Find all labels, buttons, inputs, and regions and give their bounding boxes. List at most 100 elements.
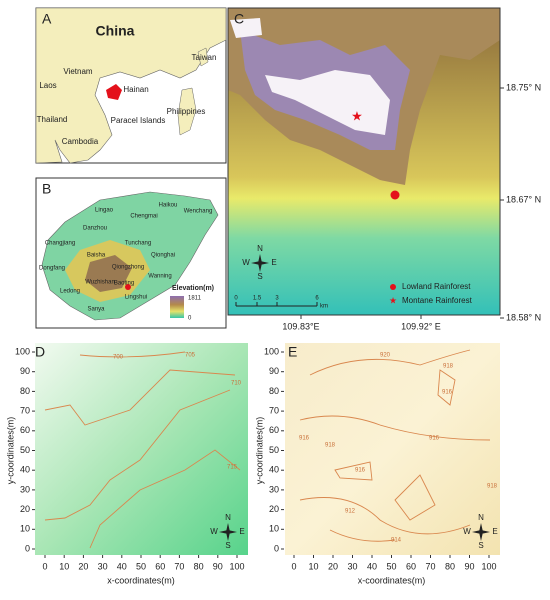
- x-tick-label: 20: [328, 561, 338, 571]
- compass-letter: N: [478, 513, 484, 522]
- site: [125, 284, 131, 290]
- x-tick-label: 60: [406, 561, 416, 571]
- contour-label: 920: [380, 353, 391, 359]
- lowland-site: [390, 190, 400, 200]
- x-axis-label: x-coordinates(m): [358, 575, 426, 585]
- legend-dot: [390, 284, 396, 290]
- x-tick-label: 0: [291, 561, 296, 571]
- x-tick-label: 30: [98, 561, 108, 571]
- place-label: Chengmai: [130, 214, 157, 220]
- contour-label: 916: [355, 468, 366, 474]
- place-label: Philippines: [167, 107, 206, 116]
- axes: 0 10 20 30 40 50 60 70 80 90 100 0 10 20 30 40 50 60 70 80 9…: [254, 346, 497, 585]
- y-tick-label: 20: [269, 504, 279, 514]
- compass-letter: E: [271, 258, 276, 267]
- x-tick-label: 50: [136, 561, 146, 571]
- x-tick-label: 30: [347, 561, 357, 571]
- x-tick-label: 90: [213, 561, 223, 571]
- y-tick-label: 50: [269, 445, 279, 455]
- contour-label: 916: [429, 436, 440, 442]
- panel-label: D: [35, 344, 45, 360]
- place-label: Lingshui: [125, 295, 147, 301]
- contour-label: 918: [325, 443, 336, 449]
- contour-label: 916: [442, 390, 453, 396]
- panel-label: E: [288, 344, 297, 360]
- scale-label: 0: [234, 296, 238, 302]
- place-label: Taiwan: [192, 53, 217, 62]
- x-tick-label: 80: [445, 561, 455, 571]
- x-tick-label: 10: [59, 561, 69, 571]
- panel-label: C: [234, 11, 244, 27]
- x-tick-label: 60: [155, 561, 165, 571]
- philippines: [177, 87, 197, 136]
- legend-min: 0: [188, 316, 192, 322]
- y-tick-label: 70: [269, 405, 279, 415]
- x-tick-label: 90: [464, 561, 474, 571]
- y-tick-label: 0: [25, 543, 30, 553]
- compass-letter: S: [478, 541, 483, 550]
- place-label: Tunchang: [125, 241, 151, 247]
- y-tick-label: 20: [20, 504, 30, 514]
- contour-line: [89, 449, 241, 549]
- place-label: Wenchang: [184, 209, 213, 215]
- place-label: Thailand: [37, 115, 68, 124]
- legend-star: ★: [389, 295, 397, 305]
- y-tick-label: 10: [269, 524, 279, 534]
- y-tick-label: 10: [20, 524, 30, 534]
- place-label: Haikou: [159, 203, 178, 209]
- legend-max: 1811: [188, 296, 202, 302]
- contour-line: [309, 349, 471, 376]
- y-tick-label: 80: [20, 386, 30, 396]
- compass-letter: N: [225, 513, 231, 522]
- coordinate-labels: 18.75° N 18.67° N 18.58° N 109.83°E 109.92° …: [282, 82, 541, 331]
- x-axis-label: x-coordinates(m): [107, 575, 175, 585]
- compass-letter: W: [242, 258, 250, 267]
- panel-frame: [227, 7, 501, 316]
- scale-label: 1.5: [253, 296, 262, 302]
- y-tick-label: 30: [20, 484, 30, 494]
- x-tick-label: 10: [308, 561, 318, 571]
- country-label: China: [96, 23, 135, 39]
- panel-b: Elevation(m) 1811 0 B Lingao Haikou Wencha…: [35, 177, 227, 329]
- place-label: Sanya: [87, 307, 105, 313]
- place-label: Dongfang: [39, 266, 65, 272]
- place-label: Danzhou: [83, 226, 107, 232]
- y-tick-label: 100: [264, 346, 279, 356]
- highland: [85, 255, 132, 292]
- contour-label: 715: [227, 465, 238, 471]
- taiwan: [197, 47, 209, 67]
- contour-line: [394, 474, 436, 521]
- summit: [230, 18, 262, 38]
- place-label: Lingao: [95, 208, 114, 214]
- compass-letter: N: [257, 244, 263, 253]
- x-tick-label: 40: [117, 561, 127, 571]
- contour-line: [299, 497, 471, 535]
- compass-rose: [251, 254, 269, 272]
- summit: [265, 70, 390, 135]
- scale-label: 3: [275, 296, 279, 302]
- contour-line: [329, 529, 396, 542]
- panel-a: A China Vietnam Laos Thailand Cambodia Haina…: [35, 7, 227, 164]
- contour-line: [437, 369, 456, 406]
- y-tick-label: 60: [269, 425, 279, 435]
- panel-label: A: [42, 11, 52, 27]
- contour-label: 700: [113, 355, 124, 361]
- y-tick-label: 0: [274, 543, 279, 553]
- lon-label: 109.83°E: [282, 321, 319, 331]
- compass-letter: E: [492, 527, 497, 536]
- x-tick-label: 100: [481, 561, 496, 571]
- lon-label: 109.92° E: [401, 321, 441, 331]
- y-tick-label: 90: [20, 366, 30, 376]
- contour-line: [334, 461, 373, 481]
- compass-letter: E: [239, 527, 244, 536]
- contour-label: 710: [231, 381, 242, 387]
- y-tick-label: 60: [20, 425, 30, 435]
- y-tick-label: 70: [20, 405, 30, 415]
- y-axis-label: y-coordinates(m): [254, 417, 264, 485]
- place-label: Wanning: [148, 274, 171, 280]
- contour-label: 914: [391, 538, 402, 544]
- legend-label: Lowland Rainforest: [402, 282, 471, 291]
- compass-letter: W: [210, 527, 218, 536]
- panel-e: E 0 10 20 30 40 50 60 70 80 90 100 0 10 20 30 40 50 60 70 8…: [254, 343, 500, 585]
